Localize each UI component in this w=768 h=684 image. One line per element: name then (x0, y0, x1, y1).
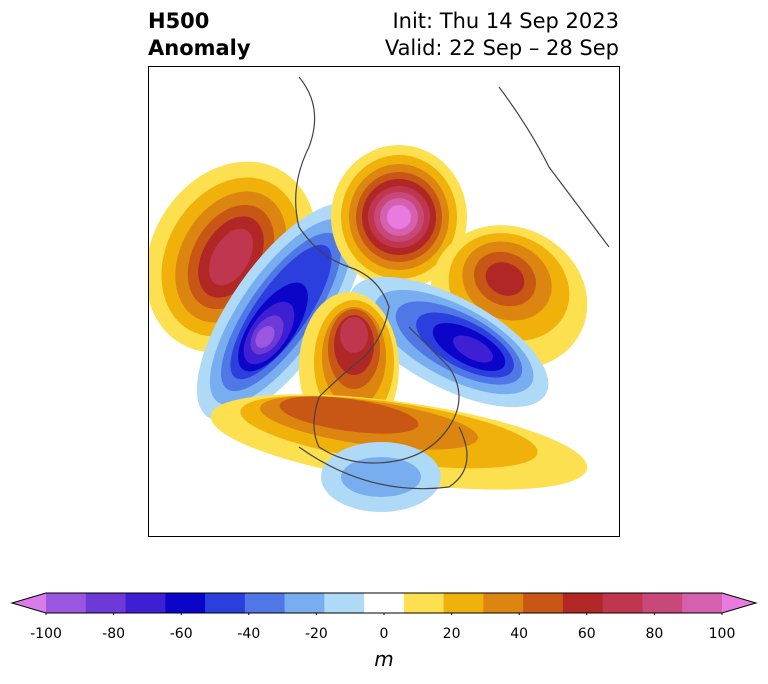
colorbar-segment (205, 593, 246, 613)
anomaly-canada-positive (299, 292, 399, 442)
anomaly-bering-negative (196, 203, 366, 421)
colorbar-tick-label: -60 (169, 626, 193, 642)
colorbar-segment (403, 593, 445, 613)
anomaly-scandinavia-positive (331, 145, 467, 289)
title-variable: H500 (148, 9, 210, 33)
valid-period: Valid: 22 Sep – 28 Sep (384, 36, 619, 60)
colorbar-tick-label: 80 (645, 626, 664, 642)
colorbar-segment (244, 593, 286, 613)
colorbar-segment (562, 593, 604, 613)
anomaly-arctic-negative (349, 276, 549, 408)
colorbar-tick-label: 20 (442, 626, 461, 642)
colorbar-segment (284, 593, 325, 613)
colorbar-segment (46, 593, 87, 613)
anomaly-eastern-us-negative (321, 442, 441, 512)
colorbar-tick-label: 60 (577, 626, 596, 642)
colorbar-segment (324, 593, 365, 613)
colorbar-segment (682, 593, 723, 613)
title-left: H500 Anomaly (148, 8, 251, 62)
colorbar-bar (10, 592, 758, 615)
title-type: Anomaly (148, 36, 251, 60)
colorbar-extend-max (722, 593, 756, 613)
colorbar-tick-label: -40 (237, 626, 261, 642)
colorbar-tick-label: -100 (30, 626, 62, 642)
colorbar-segment (443, 593, 484, 613)
colorbar-segment (165, 593, 206, 613)
colorbar-segment (523, 593, 564, 613)
colorbar-tick-label: -80 (102, 626, 126, 642)
colorbar-extend-min (12, 593, 46, 613)
map-canvas (149, 76, 610, 512)
colorbar: -100 -80 -60 -40 -20 0 20 40 60 80 100 m (0, 585, 768, 684)
colorbar-tick-label: 0 (379, 626, 389, 642)
colorbar-segment (602, 593, 643, 613)
init-time: Init: Thu 14 Sep 2023 (392, 9, 619, 33)
colorbar-tick-label: 40 (510, 626, 529, 642)
colorbar-segment (85, 593, 127, 613)
anomaly-map (148, 66, 620, 537)
title-right: Init: Thu 14 Sep 2023 Valid: 22 Sep – 28… (385, 8, 619, 62)
colorbar-segment (364, 593, 405, 613)
coastlines (295, 76, 610, 490)
colorbar-tick-label: -20 (304, 626, 328, 642)
colorbar-tick-label: 100 (708, 626, 736, 642)
colorbar-segment (125, 593, 166, 613)
colorbar-segment (642, 593, 683, 613)
colorbar-segment (483, 593, 524, 613)
colorbar-unit: m (374, 647, 394, 671)
